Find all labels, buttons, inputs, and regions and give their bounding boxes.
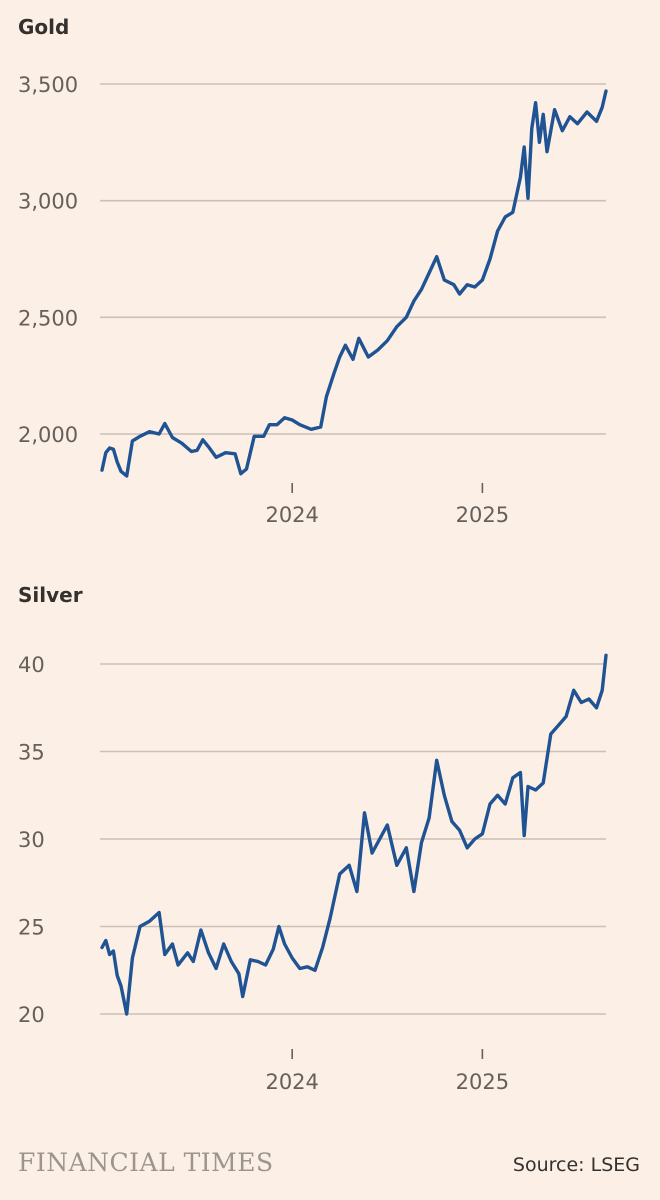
silver-y-tick-label: 20 [18,1003,45,1027]
gold-y-tick-label: 2,500 [18,306,78,330]
silver-price-line [100,653,608,1016]
silver-y-tick-label: 40 [18,653,45,677]
gold-y-tick-label: 2,000 [18,423,78,447]
gold-chart: Gold 2,000 2,500 3,000 3,500 2024 2025 [18,15,608,527]
gold-y-tick-label: 3,500 [18,73,78,97]
silver-y-tick-label: 35 [18,741,45,765]
source-note: Source: LSEG [513,1154,640,1176]
gold-y-tick-label: 3,000 [18,190,78,214]
ft-brand-logo: FINANCIAL TIMES [18,1148,274,1177]
gold-x-tick-label: 2025 [456,503,509,527]
silver-y-tick-label: 30 [18,828,45,852]
silver-chart-title: Silver [18,583,83,607]
gold-x-tick-label: 2024 [265,503,318,527]
gold-price-line [100,89,608,478]
silver-x-tick-label: 2025 [456,1070,509,1094]
silver-x-tick-label: 2024 [265,1070,318,1094]
silver-y-tick-label: 25 [18,916,45,940]
gold-chart-title: Gold [18,15,69,39]
